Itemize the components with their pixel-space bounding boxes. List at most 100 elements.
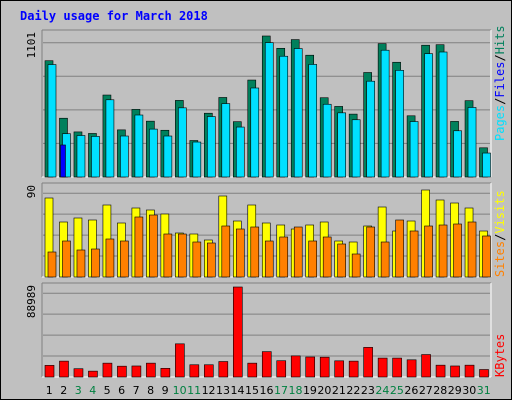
bar-sites-day-25 xyxy=(395,219,404,278)
bar-sites-day-26 xyxy=(409,230,419,278)
x-tick-day-9: 9 xyxy=(162,384,169,397)
bar-files-day-23 xyxy=(366,80,375,178)
bar-kbytes-day-24 xyxy=(377,357,388,378)
x-tick-day-8: 8 xyxy=(147,384,154,397)
bar-kbytes-day-2 xyxy=(59,360,69,378)
bar-kbytes-day-21 xyxy=(334,360,344,378)
bar-kbytes-day-23 xyxy=(363,347,373,378)
bar-kbytes-day-25 xyxy=(392,357,402,378)
x-tick-day-3: 3 xyxy=(75,384,82,397)
bar-files-day-13 xyxy=(221,103,231,178)
bar-files-day-4 xyxy=(91,136,100,178)
bar-files-day-12 xyxy=(207,116,216,178)
bar-files-day-5 xyxy=(105,99,115,178)
bar-sites-day-16 xyxy=(264,240,274,278)
bar-files-day-24 xyxy=(380,49,390,178)
chart-title: Daily usage for March 2018 xyxy=(20,9,208,23)
bar-kbytes-day-28 xyxy=(435,364,446,378)
bar-files-day-8 xyxy=(149,128,158,178)
bar-kbytes-day-10 xyxy=(175,343,185,378)
y-max-label-pages-files-hits: 1101 xyxy=(25,32,38,59)
bar-files-day-27 xyxy=(424,53,433,178)
bar-files-day-11 xyxy=(192,141,202,178)
bar-kbytes-day-22 xyxy=(348,360,359,378)
x-tick-day-18: 18 xyxy=(288,384,302,397)
bar-sites-day-22 xyxy=(351,253,361,278)
bar-files-day-17 xyxy=(279,55,289,178)
bar-kbytes-day-8 xyxy=(146,362,156,378)
bar-sites-day-27 xyxy=(424,225,433,278)
bar-kbytes-day-11 xyxy=(189,364,200,378)
bar-kbytes-day-17 xyxy=(276,360,287,378)
bar-sites-day-2 xyxy=(62,240,71,278)
bar-sites-day-6 xyxy=(120,240,129,278)
x-tick-day-2: 2 xyxy=(60,384,67,397)
x-tick-day-28: 28 xyxy=(433,384,447,397)
legend-item-pages: Pages xyxy=(493,105,507,141)
bar-sites-day-5 xyxy=(105,238,115,278)
x-tick-day-27: 27 xyxy=(419,384,433,397)
bar-sites-day-12 xyxy=(207,242,216,278)
bar-sites-day-13 xyxy=(221,225,231,278)
x-tick-day-25: 25 xyxy=(390,384,404,397)
bar-sites-day-24 xyxy=(380,241,390,278)
legend-item-hits: Hits xyxy=(493,25,507,54)
bar-files-day-7 xyxy=(134,114,144,178)
bar-files-day-25 xyxy=(395,70,404,178)
bar-sites-day-11 xyxy=(192,241,202,278)
bar-kbytes-day-5 xyxy=(102,362,113,378)
bar-sites-day-28 xyxy=(438,224,448,278)
bar-files-day-22 xyxy=(351,119,361,178)
x-tick-day-30: 30 xyxy=(462,384,476,397)
legend-item-sites: Sites xyxy=(493,241,507,277)
bar-sites-day-15 xyxy=(250,226,260,278)
bar-kbytes-day-20 xyxy=(319,356,330,378)
x-tick-day-7: 7 xyxy=(133,384,140,397)
x-tick-day-19: 19 xyxy=(303,384,317,397)
x-tick-day-22: 22 xyxy=(346,384,360,397)
legend-kbytes: KBytes xyxy=(493,334,507,377)
bar-files-day-19 xyxy=(308,64,318,178)
x-tick-day-24: 24 xyxy=(375,384,389,397)
bar-files-day-14 xyxy=(235,126,245,178)
x-tick-day-1: 1 xyxy=(46,384,53,397)
bar-sites-day-18 xyxy=(293,226,303,278)
bar-kbytes-day-1 xyxy=(44,365,55,378)
x-tick-day-4: 4 xyxy=(89,384,96,397)
x-tick-day-29: 29 xyxy=(448,384,462,397)
bar-files-day-28 xyxy=(438,51,448,178)
x-tick-day-20: 20 xyxy=(317,384,331,397)
bar-sites-day-20 xyxy=(322,236,332,278)
bar-sites-day-10 xyxy=(178,233,187,278)
bar-sites-day-17 xyxy=(279,236,289,278)
x-tick-day-11: 11 xyxy=(187,384,201,397)
bar-kbytes-day-29 xyxy=(450,365,460,378)
bar-kbytes-day-13 xyxy=(218,361,229,378)
x-tick-day-31: 31 xyxy=(477,384,491,397)
legend-item-files: Files xyxy=(493,62,507,98)
y-max-label-kbytes: 88989 xyxy=(25,285,38,318)
bar-files-day-31 xyxy=(482,152,491,178)
x-tick-day-26: 26 xyxy=(404,384,418,397)
x-tick-day-21: 21 xyxy=(332,384,346,397)
bar-files-day-15 xyxy=(250,87,260,178)
bar-files-day-9 xyxy=(163,135,173,178)
bar-kbytes-day-3 xyxy=(73,368,84,378)
bar-sites-day-1 xyxy=(47,251,57,278)
x-tick-day-13: 13 xyxy=(216,384,230,397)
bar-pages-day-2 xyxy=(60,144,66,178)
bar-sites-day-29 xyxy=(453,223,462,278)
legend-visits-sites: Sites/Visits xyxy=(493,190,507,277)
bar-sites-day-14 xyxy=(235,228,245,278)
legend-pages-files-hits: Pages/Files/Hits xyxy=(493,25,507,141)
bar-sites-day-30 xyxy=(467,221,477,278)
bar-sites-day-3 xyxy=(76,249,86,278)
bar-sites-day-8 xyxy=(149,214,158,278)
bar-files-day-20 xyxy=(322,103,332,178)
bar-files-day-26 xyxy=(409,121,419,178)
bar-files-day-1 xyxy=(47,64,57,178)
bar-sites-day-4 xyxy=(91,248,100,278)
x-tick-day-23: 23 xyxy=(361,384,375,397)
legend-item-kbytes: KBytes xyxy=(493,334,507,377)
